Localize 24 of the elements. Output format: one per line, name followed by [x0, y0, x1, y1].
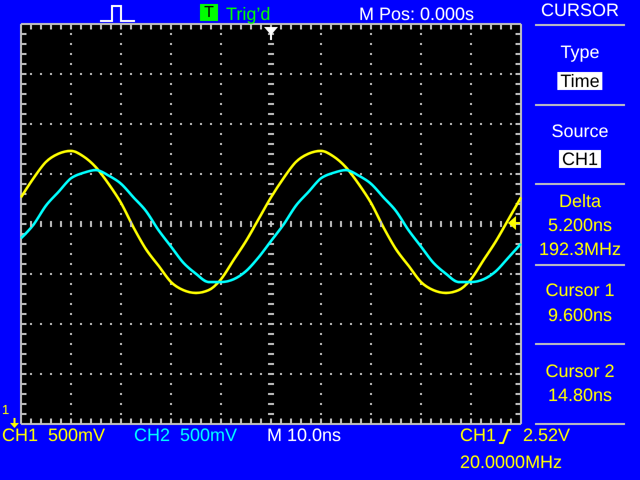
text: Trig’d	[226, 4, 270, 24]
legend-label: CH1	[2, 425, 38, 445]
text: Delta	[558, 191, 602, 211]
text: M Pos: 0.000s	[359, 4, 474, 24]
text: 500mV	[180, 425, 238, 445]
text: CURSOR	[540, 0, 620, 20]
text: CH2	[134, 425, 170, 445]
text: 192.3MHz	[538, 239, 622, 259]
text: Source	[551, 121, 609, 141]
text: 14.80ns	[548, 385, 612, 405]
text: 500mV	[48, 425, 106, 445]
text: 20.0000MHz	[460, 452, 562, 472]
text: 1	[2, 402, 10, 417]
text: Type	[560, 42, 600, 62]
text: M 10.0ns	[267, 425, 342, 445]
text: 9.600ns	[548, 305, 612, 325]
text: Cursor 1	[545, 280, 615, 300]
text: 2.52V	[523, 425, 570, 445]
text: 5.200ns	[548, 215, 612, 235]
text: Time	[557, 71, 603, 91]
text: T	[200, 4, 218, 21]
text: Cursor 2	[545, 361, 615, 381]
text: CH1	[460, 425, 496, 445]
text: CH1	[558, 149, 602, 169]
